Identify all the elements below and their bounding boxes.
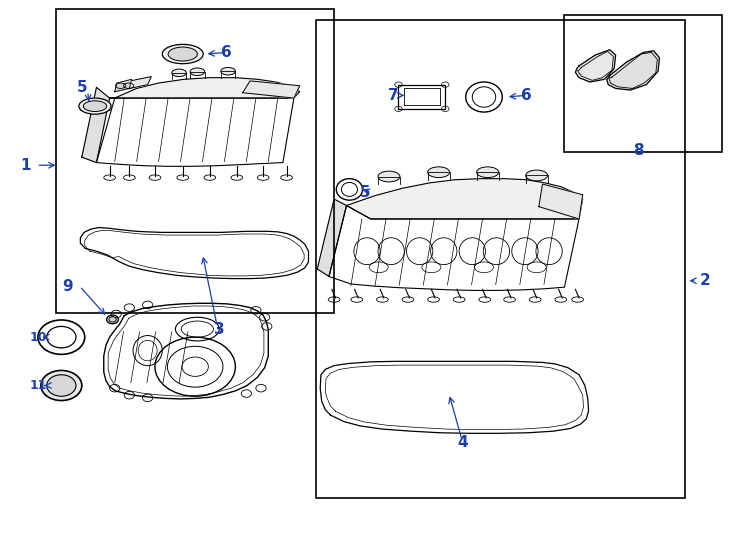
Polygon shape [575,50,616,82]
Polygon shape [115,77,151,92]
Text: 11: 11 [29,379,47,392]
Polygon shape [81,87,109,163]
Bar [57,9,334,313]
Ellipse shape [172,69,186,77]
Text: 6: 6 [221,45,232,60]
Ellipse shape [83,101,106,112]
Polygon shape [539,184,583,219]
Ellipse shape [476,167,498,178]
Ellipse shape [162,44,203,64]
Text: 8: 8 [633,143,644,158]
Polygon shape [346,179,583,219]
Polygon shape [103,303,269,399]
Polygon shape [243,81,299,98]
Polygon shape [80,227,308,279]
Text: 4: 4 [457,435,468,450]
Ellipse shape [190,68,205,76]
Circle shape [47,375,76,396]
Polygon shape [607,51,659,90]
Text: 9: 9 [62,279,73,294]
Circle shape [41,370,81,401]
Text: 5: 5 [360,185,371,200]
Polygon shape [317,199,346,276]
Ellipse shape [221,68,236,75]
Text: 10: 10 [29,330,47,343]
Text: 1: 1 [20,158,31,173]
Bar [316,20,685,498]
Text: 3: 3 [214,322,225,336]
Polygon shape [109,78,299,98]
Ellipse shape [378,171,400,182]
Polygon shape [320,361,589,433]
Ellipse shape [526,170,548,181]
Text: 5: 5 [77,80,87,95]
Polygon shape [115,79,131,92]
Polygon shape [329,206,579,291]
Text: 6: 6 [521,88,531,103]
Polygon shape [399,85,446,109]
Circle shape [109,317,116,322]
Ellipse shape [168,47,197,61]
Ellipse shape [428,167,450,178]
Text: 2: 2 [700,273,711,288]
Text: 7: 7 [388,88,399,103]
Polygon shape [96,98,294,166]
Bar [564,15,722,152]
Ellipse shape [79,98,111,114]
